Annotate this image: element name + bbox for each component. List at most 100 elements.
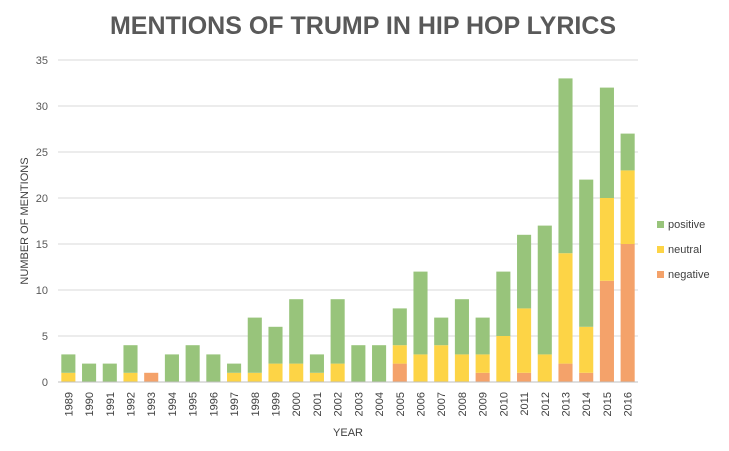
y-tick-label: 35 <box>36 55 48 67</box>
bar-positive <box>351 345 366 382</box>
x-tick-label: 2014 <box>581 392 593 416</box>
y-axis: 0 5 10 15 20 25 30 35 <box>36 55 48 389</box>
x-tick-label: 1995 <box>188 392 200 416</box>
bar-neutral <box>413 354 428 382</box>
x-tick-label: 2000 <box>291 392 303 416</box>
y-tick-label: 0 <box>42 377 48 389</box>
bar-neutral <box>579 326 594 373</box>
bar-positive <box>61 354 76 373</box>
bar-negative <box>599 280 614 382</box>
bar-positive <box>517 234 532 309</box>
gridlines <box>58 59 638 337</box>
x-axis-label: YEAR <box>333 427 363 439</box>
x-tick-label: 2008 <box>457 392 469 416</box>
bar-positive <box>475 317 490 355</box>
bar-positive <box>102 363 117 382</box>
bar-positive <box>372 345 387 382</box>
y-tick-label: 20 <box>36 193 48 205</box>
bar-positive <box>309 354 324 373</box>
y-tick-label: 10 <box>36 285 48 297</box>
legend-swatch-neutral <box>657 246 664 253</box>
bar-neutral <box>517 308 532 373</box>
y-tick-label: 5 <box>42 331 48 343</box>
bar-neutral <box>454 354 469 382</box>
bar-neutral <box>123 372 138 382</box>
bar-positive <box>268 326 283 364</box>
bar-negative <box>392 363 407 382</box>
bar-neutral <box>268 363 283 382</box>
x-tick-label: 2016 <box>623 392 635 416</box>
chart-title: MENTIONS OF TRUMP IN HIP HOP LYRICS <box>110 12 616 40</box>
legend-label-negative: negative <box>668 269 710 281</box>
x-tick-label: 2009 <box>478 392 490 416</box>
bar-positive <box>413 271 428 355</box>
x-tick-label: 2011 <box>519 392 531 416</box>
bar-positive <box>537 225 552 355</box>
bar-positive <box>164 354 179 382</box>
x-tick-label: 1997 <box>229 392 241 416</box>
x-tick-label: 2012 <box>540 392 552 416</box>
y-tick-label: 25 <box>36 147 48 159</box>
bar-neutral <box>620 170 635 244</box>
bar-neutral <box>475 354 490 373</box>
x-tick-label: 1992 <box>126 392 138 416</box>
bar-positive <box>392 308 407 346</box>
x-tick-label: 1999 <box>271 392 283 416</box>
bar-positive <box>82 363 97 382</box>
bar-positive <box>123 345 138 373</box>
x-tick-label: 2001 <box>312 392 324 416</box>
bars <box>61 78 635 382</box>
bar-positive <box>247 317 262 373</box>
x-tick-label: 2004 <box>374 392 386 416</box>
x-axis: 1989 1990 1991 1992 1993 1994 1995 1996 1997 1998… <box>58 381 638 416</box>
bar-neutral <box>61 372 76 382</box>
bar-negative <box>558 363 573 382</box>
bar-negative <box>144 372 159 382</box>
bar-neutral <box>434 345 449 382</box>
bar-neutral <box>392 345 407 364</box>
y-tick-label: 30 <box>36 101 48 113</box>
legend-label-positive: positive <box>668 219 705 231</box>
x-tick-label: 2002 <box>333 392 345 416</box>
y-axis-label: NUMBER OF MENTIONS <box>19 157 31 284</box>
bar-neutral <box>227 372 242 382</box>
bar-neutral <box>247 372 262 382</box>
bar-negative <box>579 372 594 382</box>
x-tick-label: 1991 <box>105 392 117 416</box>
bar-neutral <box>496 336 511 382</box>
bar-neutral <box>599 198 614 281</box>
bar-positive <box>206 354 221 382</box>
x-tick-label: 2007 <box>436 392 448 416</box>
bar-positive <box>496 271 511 336</box>
bar-positive <box>599 87 614 198</box>
bar-positive <box>330 299 345 364</box>
bar-positive <box>558 78 573 254</box>
legend-label-neutral: neutral <box>668 244 702 256</box>
legend-swatch-negative <box>657 271 664 278</box>
x-tick-label: 2015 <box>602 392 614 416</box>
bar-positive <box>579 179 594 327</box>
bar-positive <box>227 363 242 373</box>
x-tick-label: 2005 <box>395 392 407 416</box>
x-tick-label: 1993 <box>146 392 158 416</box>
x-tick-label: 1994 <box>167 392 179 416</box>
bar-negative <box>475 372 490 382</box>
bar-negative <box>620 244 635 382</box>
y-tick-label: 15 <box>36 239 48 251</box>
legend-swatch-positive <box>657 221 664 228</box>
bar-neutral <box>537 354 552 382</box>
bar-negative <box>517 372 532 382</box>
x-tick-label: 2006 <box>416 392 428 416</box>
bar-positive <box>434 317 449 346</box>
x-tick-label: 1989 <box>63 392 75 416</box>
x-tick-label: 1990 <box>84 392 96 416</box>
x-tick-label: 2013 <box>561 392 573 416</box>
legend: positive neutral negative <box>657 219 710 281</box>
x-tick-label: 2010 <box>498 392 510 416</box>
bar-positive <box>454 299 469 355</box>
bar-positive <box>185 345 200 382</box>
x-tick-label: 2003 <box>353 392 365 416</box>
bar-neutral <box>330 363 345 382</box>
bar-neutral <box>289 363 304 382</box>
